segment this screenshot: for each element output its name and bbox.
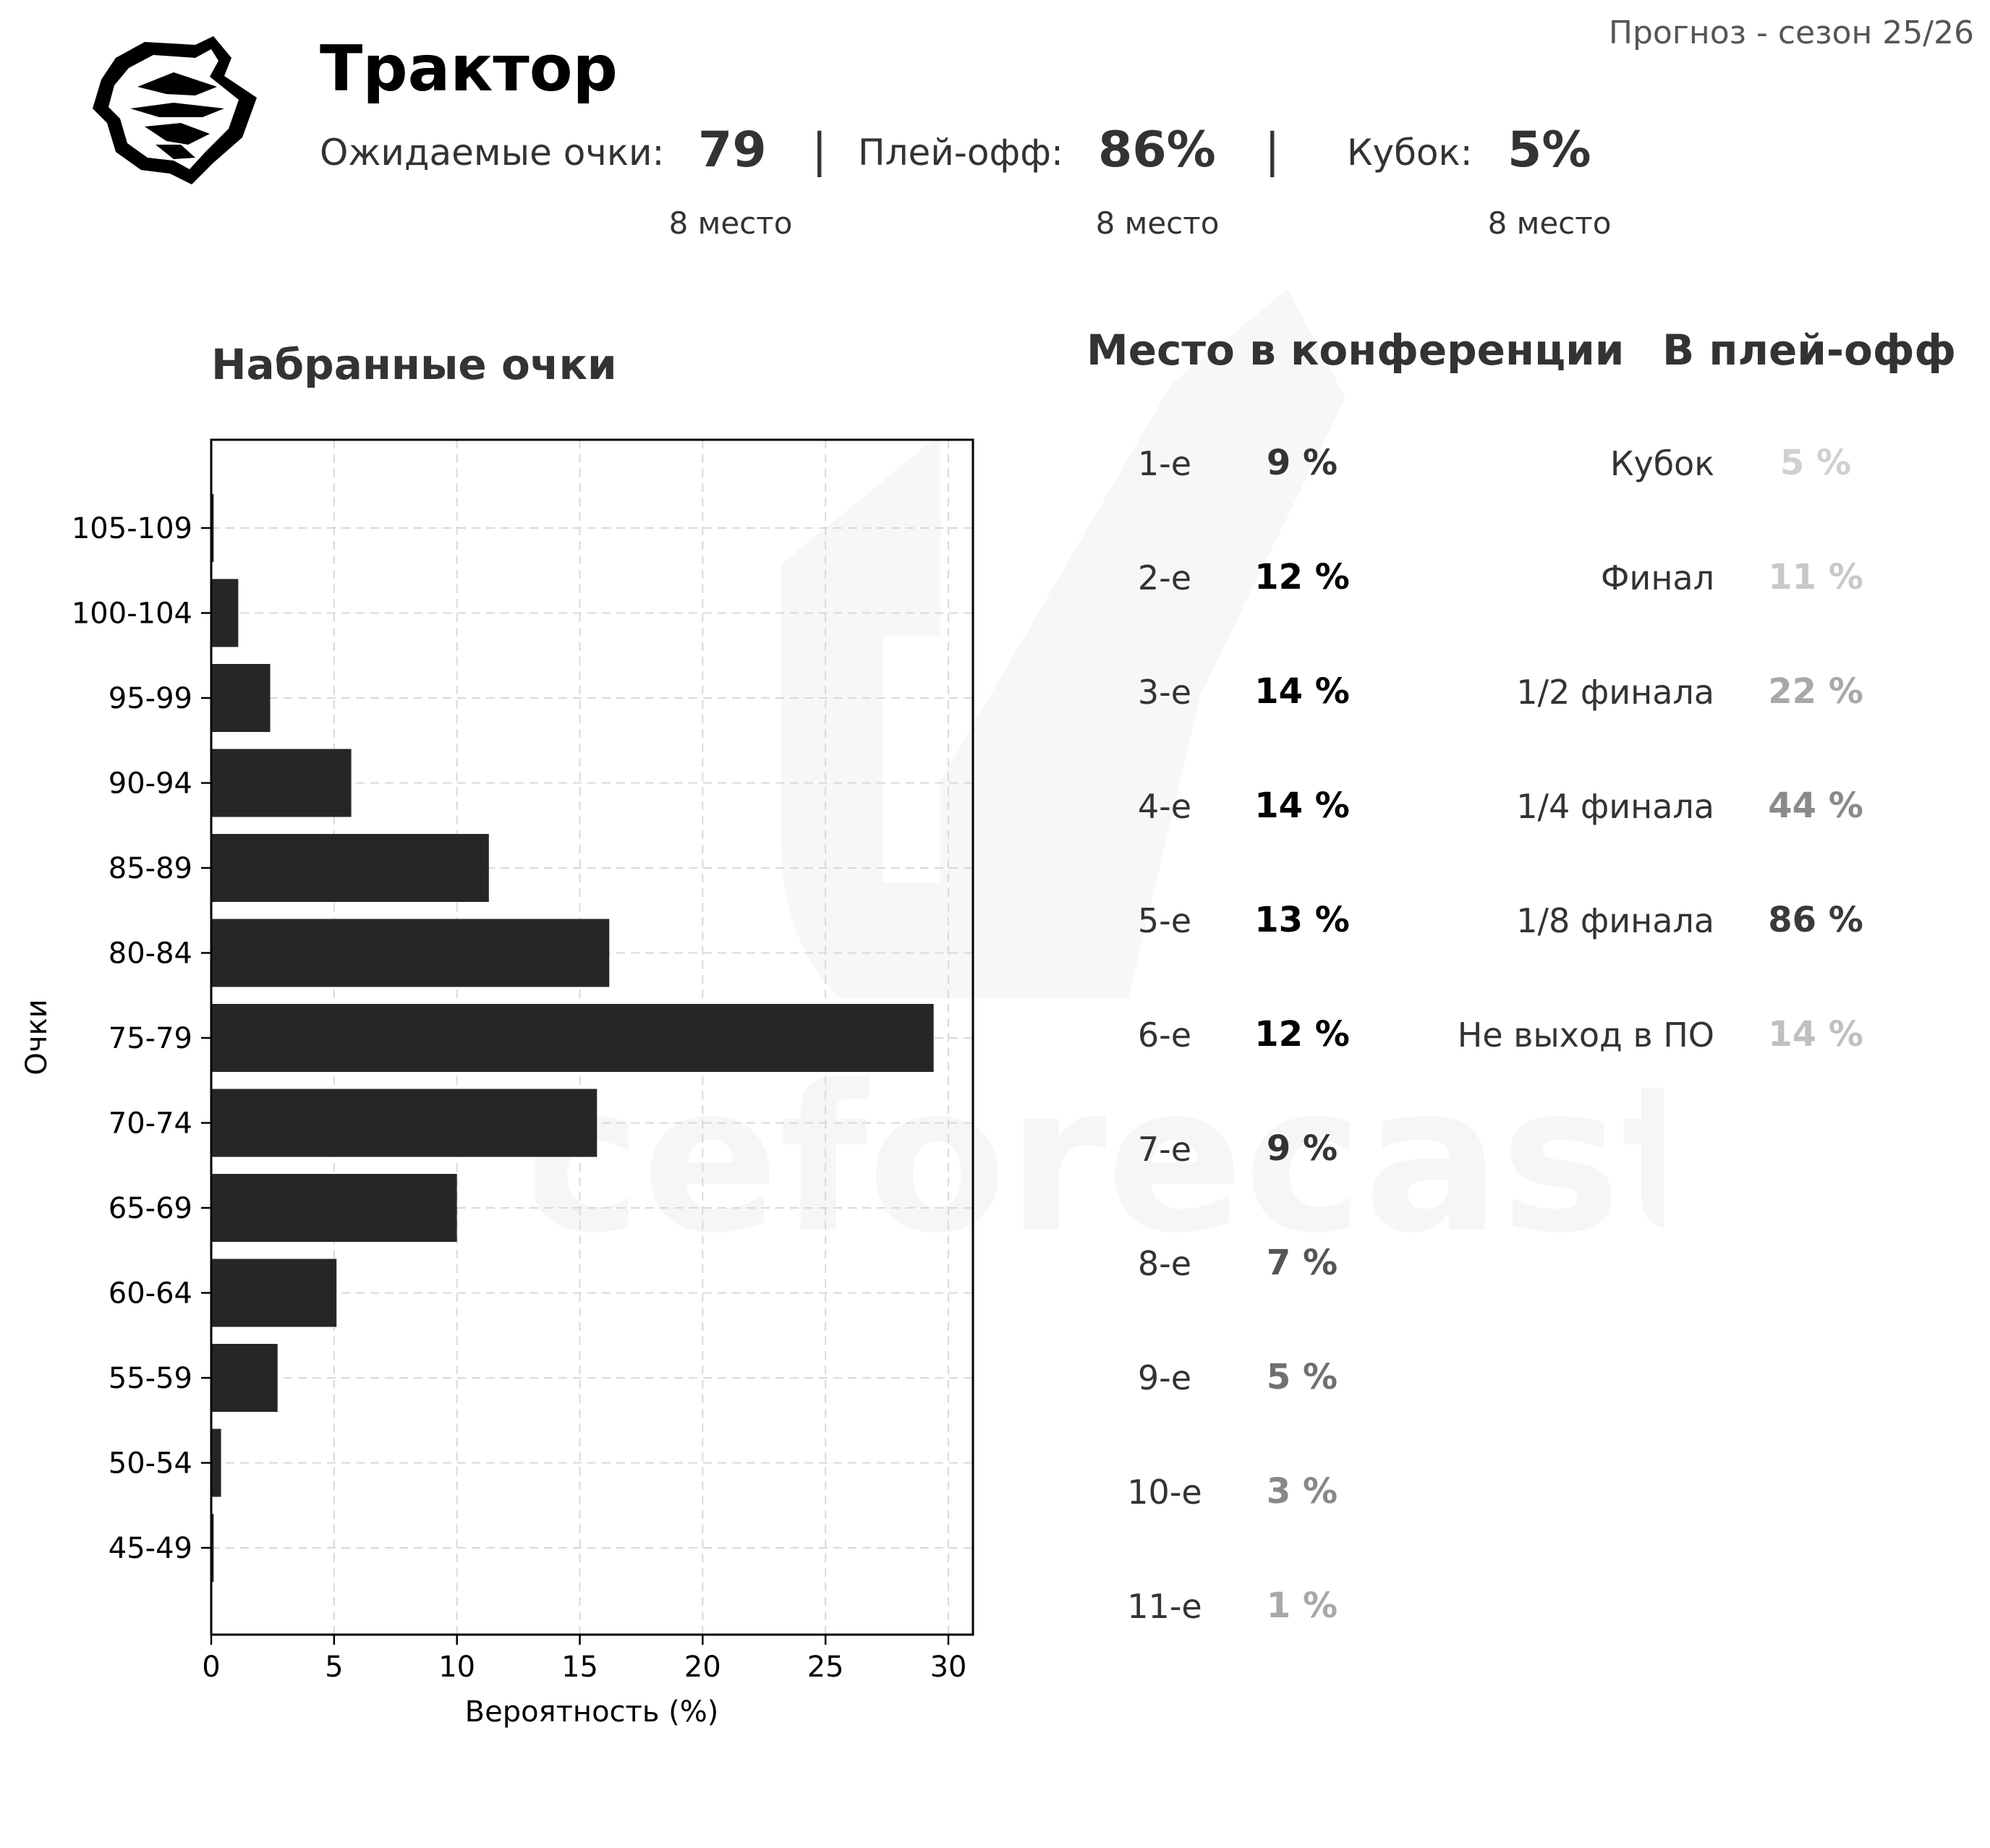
points-chart: 105-109 100-104 95-99 90-94 85-89 80-84 75-79 7…: [20, 438, 974, 1729]
x-axis-label: Вероятность (%): [465, 1695, 719, 1729]
y-tick-label: 75-79: [109, 1022, 192, 1055]
x-tick-label: 0: [202, 1651, 220, 1684]
conference-place-label: 10-е: [1127, 1473, 1202, 1512]
playoff-stage-value: 22 %: [1768, 671, 1863, 712]
bar: [211, 1344, 278, 1412]
bar: [211, 1428, 221, 1497]
bar: [211, 1174, 457, 1242]
conference-place-value: 1 %: [1266, 1585, 1338, 1626]
conference-place-value: 13 %: [1254, 900, 1350, 940]
y-tick-label: 50-54: [109, 1447, 192, 1481]
separator: |: [812, 124, 828, 178]
conference-place-label: 5-е: [1137, 901, 1192, 940]
chart-bars: [211, 494, 934, 1582]
conference-place-label: 1-е: [1137, 444, 1192, 483]
y-tick-label: 70-74: [109, 1107, 192, 1141]
conference-place-value: 14 %: [1254, 671, 1350, 712]
playoff-stage-label: 1/4 финала: [1516, 787, 1714, 826]
expected-points-label: Ожидаемые очки:: [320, 132, 665, 174]
conference-place-value: 9 %: [1266, 1128, 1338, 1169]
conference-place-label: 3-е: [1137, 673, 1192, 712]
playoff-value: 86%: [1098, 122, 1216, 179]
x-tick-label: 30: [930, 1651, 967, 1684]
playoff-stage-label: Не выход в ПО: [1457, 1015, 1714, 1055]
y-tick-label: 45-49: [109, 1532, 192, 1565]
bar: [211, 919, 610, 987]
playoff-stage-value: 11 %: [1768, 557, 1863, 597]
conference-place-value: 12 %: [1254, 1014, 1350, 1055]
playoff-stage-label: Финал: [1600, 558, 1714, 597]
bar: [211, 749, 352, 817]
conference-title: Место в конференции: [1087, 325, 1625, 375]
y-ticks: 105-109 100-104 95-99 90-94 85-89 80-84 75-79 7…: [72, 512, 211, 1565]
watermark-logo: iceforecast: [535, 289, 1664, 1278]
watermark-text: iceforecast: [535, 1042, 1664, 1278]
playoff-stage-value: 44 %: [1768, 785, 1863, 826]
x-tick-label: 10: [438, 1651, 475, 1684]
conference-place-label: 6-е: [1137, 1015, 1192, 1055]
bar: [211, 1514, 214, 1582]
y-tick-label: 65-69: [109, 1192, 192, 1225]
conference-place-label: 8-е: [1137, 1244, 1192, 1283]
y-tick-label: 60-64: [109, 1277, 192, 1311]
y-tick-label: 80-84: [109, 937, 192, 971]
tiger-head-icon: [93, 36, 257, 184]
separator: |: [1264, 124, 1280, 178]
conference-place-value: 12 %: [1254, 557, 1350, 597]
conference-place-label: 11-е: [1127, 1587, 1202, 1626]
playoff-label: Плей-офф:: [858, 132, 1063, 174]
bar: [211, 494, 214, 562]
conference-place-value: 7 %: [1266, 1243, 1338, 1283]
bar: [211, 579, 239, 647]
conference-place-value: 9 %: [1266, 443, 1338, 483]
cup-value: 5%: [1508, 122, 1591, 179]
conference-place-value: 5 %: [1266, 1357, 1338, 1397]
playoff-stage-value: 5 %: [1779, 443, 1852, 483]
x-tick-label: 15: [561, 1651, 598, 1684]
y-tick-label: 100-104: [72, 597, 192, 631]
conference-place-value: 3 %: [1266, 1471, 1338, 1512]
bar: [211, 664, 271, 732]
bar: [211, 1004, 934, 1072]
cup-rank: 8 место: [1487, 205, 1612, 241]
y-tick-label: 55-59: [109, 1362, 192, 1395]
expected-points-rank: 8 место: [668, 205, 793, 241]
conference-place-label: 7-е: [1137, 1130, 1192, 1169]
y-tick-label: 95-99: [109, 682, 192, 715]
bar: [211, 1259, 337, 1327]
y-axis-label: Очки: [20, 999, 54, 1075]
playoff-stage-label: 1/2 финала: [1516, 673, 1714, 712]
x-tick-label: 20: [684, 1651, 721, 1684]
x-tick-label: 5: [325, 1651, 343, 1684]
playoff-stage-label: 1/8 финала: [1516, 901, 1714, 940]
team-name: Трактор: [320, 32, 618, 106]
playoff-stage-value: 86 %: [1768, 900, 1863, 940]
bar: [211, 1089, 598, 1157]
cup-label: Кубок:: [1347, 132, 1473, 174]
season-label: Прогноз - сезон 25/26: [1608, 14, 1974, 51]
playoff-stage-label: Кубок: [1610, 444, 1714, 483]
expected-points-value: 79: [698, 122, 767, 179]
bar: [211, 834, 489, 902]
conference-place-label: 9-е: [1137, 1358, 1192, 1397]
chart-title: Набранные очки: [211, 340, 617, 389]
playoff-stage-value: 14 %: [1768, 1014, 1863, 1055]
x-tick-label: 25: [807, 1651, 844, 1684]
y-tick-label: 85-89: [109, 852, 192, 885]
y-tick-label: 105-109: [72, 512, 192, 545]
conference-place-label: 4-е: [1137, 787, 1192, 826]
y-tick-label: 90-94: [109, 767, 192, 801]
playoff-title: В плей-офф: [1662, 325, 1956, 375]
conference-place-label: 2-е: [1137, 558, 1192, 597]
x-ticks: 0 5 10 15 20 25 30: [202, 1635, 966, 1684]
conference-place-value: 14 %: [1254, 785, 1350, 826]
playoff-rank: 8 место: [1095, 205, 1220, 241]
